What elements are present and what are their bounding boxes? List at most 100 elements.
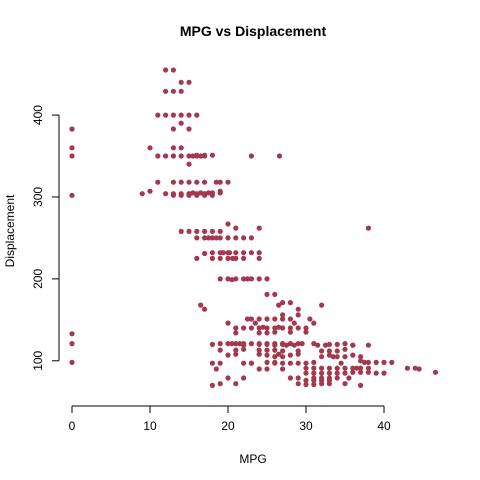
data-point [186, 228, 192, 234]
data-point [319, 354, 325, 360]
data-point [241, 325, 247, 331]
data-point [264, 359, 270, 365]
data-point [170, 145, 176, 151]
data-point [256, 351, 262, 357]
data-point [194, 179, 200, 185]
data-point [256, 366, 262, 372]
data-point [205, 235, 212, 241]
data-point [217, 276, 223, 282]
data-point [311, 381, 317, 388]
data-point [205, 190, 212, 196]
data-point [69, 331, 75, 337]
data-point [287, 325, 293, 331]
data-point [186, 112, 192, 118]
data-point [295, 341, 301, 347]
data-point [280, 360, 286, 366]
data-point [264, 341, 270, 347]
data-point [186, 191, 192, 197]
data-point [244, 276, 251, 282]
data-point [163, 88, 169, 94]
data-point [342, 346, 348, 352]
data-point [303, 325, 309, 331]
data-point [170, 88, 176, 94]
data-point [373, 359, 379, 365]
data-point [303, 360, 309, 366]
x-tick-label: 20 [221, 419, 235, 433]
data-point [311, 370, 317, 376]
data-point [170, 126, 176, 132]
data-point [334, 348, 340, 354]
data-point [194, 228, 200, 234]
data-point [217, 228, 223, 234]
data-point [209, 152, 215, 158]
data-point [256, 341, 262, 347]
data-point [315, 342, 321, 348]
data-point [264, 330, 270, 336]
data-point [287, 360, 293, 366]
data-point [163, 112, 169, 118]
data-point [272, 291, 278, 297]
data-point [163, 153, 169, 159]
y-tick-label: 400 [31, 105, 45, 125]
data-point [229, 277, 235, 283]
data-point [291, 342, 297, 348]
data-point [264, 325, 270, 331]
data-point [194, 255, 200, 261]
data-point [287, 316, 293, 322]
data-point [307, 316, 313, 322]
x-tick-label: 40 [377, 419, 391, 433]
data-point [241, 342, 247, 348]
data-point [225, 276, 231, 282]
data-point [170, 112, 176, 118]
data-point [326, 381, 332, 387]
data-point [190, 190, 196, 196]
data-point [358, 358, 364, 364]
data-point [147, 188, 153, 194]
data-point [283, 342, 290, 348]
data-point [311, 365, 317, 371]
data-point [295, 360, 301, 366]
data-point [233, 276, 239, 282]
data-point [237, 341, 243, 347]
data-point [163, 67, 169, 73]
data-point [202, 228, 208, 234]
data-point [225, 235, 231, 241]
data-point [217, 188, 223, 194]
data-point [334, 341, 340, 347]
data-point [233, 235, 239, 241]
data-point [311, 377, 317, 383]
data-point [233, 325, 239, 331]
data-point [213, 235, 219, 241]
data-point [319, 365, 325, 371]
data-point [248, 250, 254, 256]
data-point [354, 365, 360, 371]
data-point [303, 365, 309, 371]
data-point [350, 369, 356, 375]
x-axis: 0 10 20 30 40 [69, 405, 391, 433]
data-point [256, 347, 262, 353]
data-point [220, 250, 226, 256]
data-point [322, 342, 329, 348]
data-point [202, 179, 208, 185]
data-point [248, 360, 254, 366]
x-axis-label: MPG [239, 452, 266, 466]
data-point [225, 320, 231, 326]
data-point [365, 369, 371, 375]
data-point [69, 126, 75, 132]
data-point [280, 300, 286, 306]
data-point [326, 341, 332, 347]
data-point [248, 316, 254, 322]
data-point [287, 300, 293, 306]
data-point [248, 235, 254, 241]
data-point [194, 191, 200, 197]
data-point [295, 381, 301, 387]
data-point [342, 341, 348, 347]
data-point [264, 291, 270, 297]
data-point [225, 221, 231, 227]
data-point [334, 370, 340, 376]
data-point [178, 79, 184, 85]
data-point [256, 276, 262, 282]
data-point [256, 225, 262, 231]
data-point [225, 255, 231, 261]
data-point [147, 145, 153, 151]
